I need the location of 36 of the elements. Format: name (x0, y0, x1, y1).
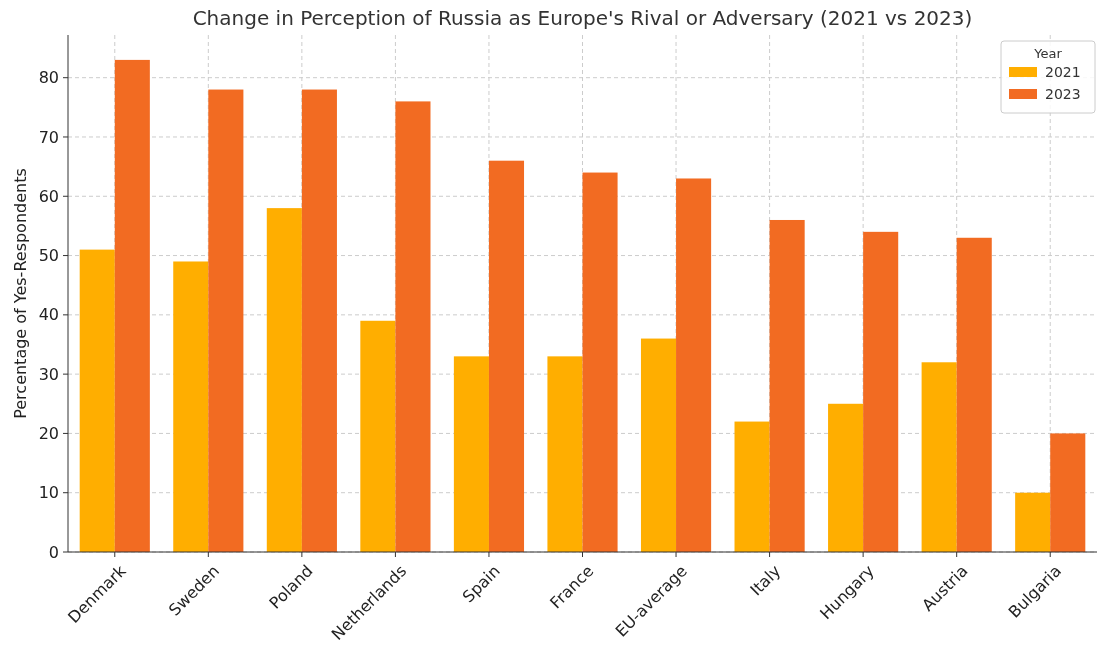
bar (921, 362, 957, 552)
bar (173, 261, 209, 552)
bar (488, 160, 525, 552)
bar (828, 403, 864, 552)
bar (395, 101, 431, 552)
bar (1050, 433, 1086, 552)
bar (769, 219, 805, 552)
bar (301, 89, 337, 552)
y-tick-label: 80 (38, 68, 59, 88)
y-tick-label: 50 (38, 246, 59, 266)
bar (734, 421, 770, 552)
bar (1015, 492, 1051, 552)
bar (676, 178, 712, 552)
bar (208, 89, 244, 552)
y-tick-label: 0 (48, 542, 59, 562)
legend-label: 2021 (1045, 64, 1081, 80)
bar (640, 338, 677, 552)
bar (79, 249, 115, 552)
bar (360, 320, 396, 552)
bar (863, 231, 899, 552)
y-tick-label: 70 (38, 127, 59, 147)
y-tick-label: 30 (38, 364, 59, 384)
legend-title: Year (1033, 46, 1063, 61)
y-tick-label: 60 (38, 186, 59, 206)
legend-label: 2023 (1045, 86, 1081, 102)
bar (547, 356, 583, 552)
bar (266, 208, 302, 552)
bar (453, 356, 489, 552)
y-tick-label: 10 (38, 483, 59, 503)
y-tick-label: 20 (38, 424, 59, 444)
bar (956, 237, 992, 552)
y-axis-title: Percentage of Yes-Respondents (11, 168, 30, 419)
bar (114, 59, 150, 552)
bar (582, 172, 618, 552)
chart-title: Change in Perception of Russia as Europe's Rival or Adversary (2021 vs 2023) (192, 6, 973, 30)
y-tick-label: 40 (38, 305, 59, 325)
